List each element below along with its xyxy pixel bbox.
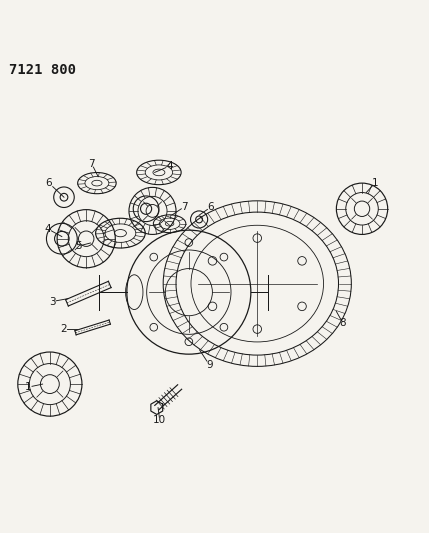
Text: 4: 4 [166,161,173,171]
Text: 1: 1 [372,178,378,188]
Text: 3: 3 [49,296,55,306]
Text: 1: 1 [25,382,32,392]
Text: 9: 9 [206,360,213,370]
Text: 6: 6 [207,203,214,213]
Text: 8: 8 [339,318,346,328]
Text: 6: 6 [46,178,52,188]
Text: 2: 2 [60,324,67,334]
Text: 5: 5 [76,241,82,251]
Text: 7121 800: 7121 800 [9,63,76,77]
Text: 4: 4 [45,224,51,234]
Text: 10: 10 [153,415,166,425]
Text: 7: 7 [181,201,188,212]
Text: 7: 7 [88,159,95,169]
